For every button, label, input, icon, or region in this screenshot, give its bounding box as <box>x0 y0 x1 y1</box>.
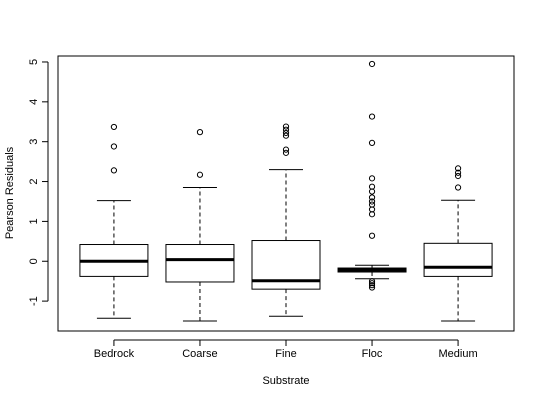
box-group <box>251 123 321 317</box>
y-axis: -1 0 1 2 3 4 5 <box>28 59 49 306</box>
box-group <box>79 123 149 319</box>
outlier-point <box>282 129 290 137</box>
outlier-point <box>110 143 118 150</box>
box-group <box>423 165 493 322</box>
y-tick-label: 2 <box>28 178 40 184</box>
y-tick-label: 4 <box>28 99 40 105</box>
outlier-point <box>282 132 290 139</box>
y-tick-label: 5 <box>28 59 40 65</box>
outlier-point <box>368 278 376 285</box>
y-tick-label: 3 <box>28 139 40 145</box>
x-tick-label: Fine <box>275 348 296 360</box>
x-tick-label: Bedrock <box>94 348 135 360</box>
y-tick-label: 1 <box>28 218 40 224</box>
x-axis-title: Substrate <box>262 375 309 387</box>
x-axis: Bedrock Coarse Fine Floc Medium <box>94 339 478 360</box>
outlier-point <box>368 198 376 205</box>
iqr-box <box>423 242 493 277</box>
box-group <box>165 129 235 322</box>
outlier-point <box>368 194 376 201</box>
outlier-point <box>196 129 204 136</box>
outlier-point <box>368 284 376 291</box>
outlier-point <box>368 113 376 120</box>
outlier-point <box>368 183 376 190</box>
outlier-point <box>282 123 290 130</box>
y-axis-title: Pearson Residuals <box>4 146 16 239</box>
outlier-point <box>368 175 376 182</box>
box-group <box>337 60 407 291</box>
boxes-layer <box>79 60 493 322</box>
outlier-point <box>110 123 118 131</box>
outlier-point <box>368 139 376 146</box>
outlier-point <box>282 126 290 133</box>
outlier-point <box>196 171 204 178</box>
outlier-point <box>368 60 376 68</box>
outlier-point <box>368 282 376 289</box>
outlier-point <box>282 149 290 156</box>
outlier-point <box>368 201 376 208</box>
outlier-point <box>368 280 376 287</box>
outlier-point <box>454 169 462 176</box>
y-tick-label: -1 <box>28 296 40 306</box>
outlier-point <box>454 172 462 180</box>
outlier-point <box>454 165 462 172</box>
x-tick-label: Coarse <box>182 348 217 360</box>
outlier-point <box>110 167 118 174</box>
x-tick-label: Medium <box>439 348 478 360</box>
iqr-box <box>165 244 235 283</box>
y-tick-label: 0 <box>28 258 40 264</box>
outlier-point <box>454 184 462 191</box>
outlier-point <box>368 232 376 239</box>
plot-frame <box>57 55 515 332</box>
outlier-point <box>282 146 290 153</box>
x-tick-label: Floc <box>362 348 383 360</box>
